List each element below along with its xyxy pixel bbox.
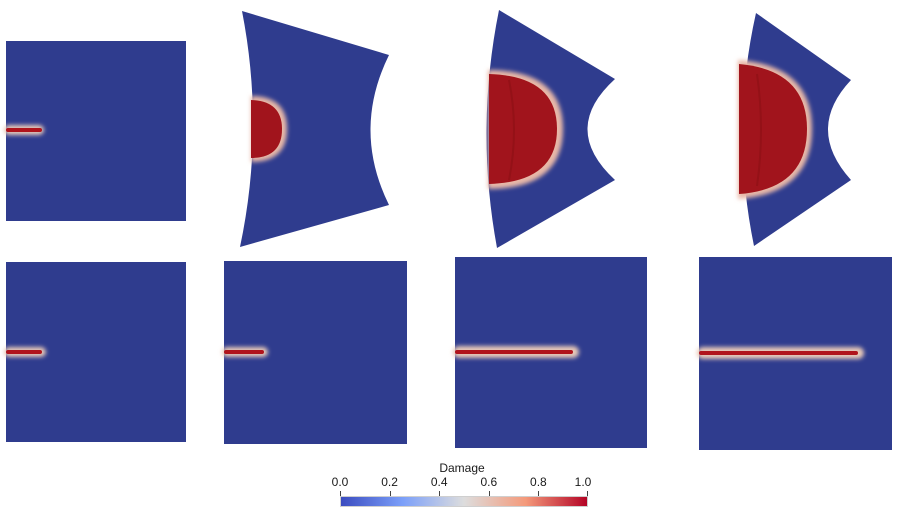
colorbar-tick-label: 0.4 (430, 475, 448, 489)
colorbar-tick-label: 1.0 (574, 475, 592, 489)
colorbar-title: Damage (439, 461, 485, 475)
colorbar-tick-mark (439, 491, 441, 496)
colorbar-tick-label: 0.0 (331, 475, 349, 489)
panel-bottom-1 (4, 262, 186, 442)
colorbar-tick-label: 0.6 (480, 475, 498, 489)
colorbar-tick-mark (488, 491, 490, 496)
panel-top-2 (240, 11, 389, 247)
colorbar-tick-mark (340, 491, 341, 496)
panel-top-1 (4, 41, 186, 221)
colorbar-tick-mark (389, 491, 391, 496)
panel-top-4 (738, 13, 851, 246)
colorbar-tick-mark (538, 491, 540, 496)
panel-bottom-2 (222, 261, 407, 444)
colorbar-tick-label: 0.8 (530, 475, 547, 489)
panel-top-3 (486, 10, 615, 248)
colorbar-tick-label: 0.2 (381, 475, 398, 489)
colorbar-tick-mark (587, 491, 588, 496)
colorbar-gradient (340, 496, 588, 507)
panel-bottom-3 (453, 257, 647, 448)
panel-bottom-4 (697, 257, 892, 450)
colorbar-legend: Damage 0.0 0.2 0.4 0.6 0.8 1.0 (332, 460, 591, 514)
